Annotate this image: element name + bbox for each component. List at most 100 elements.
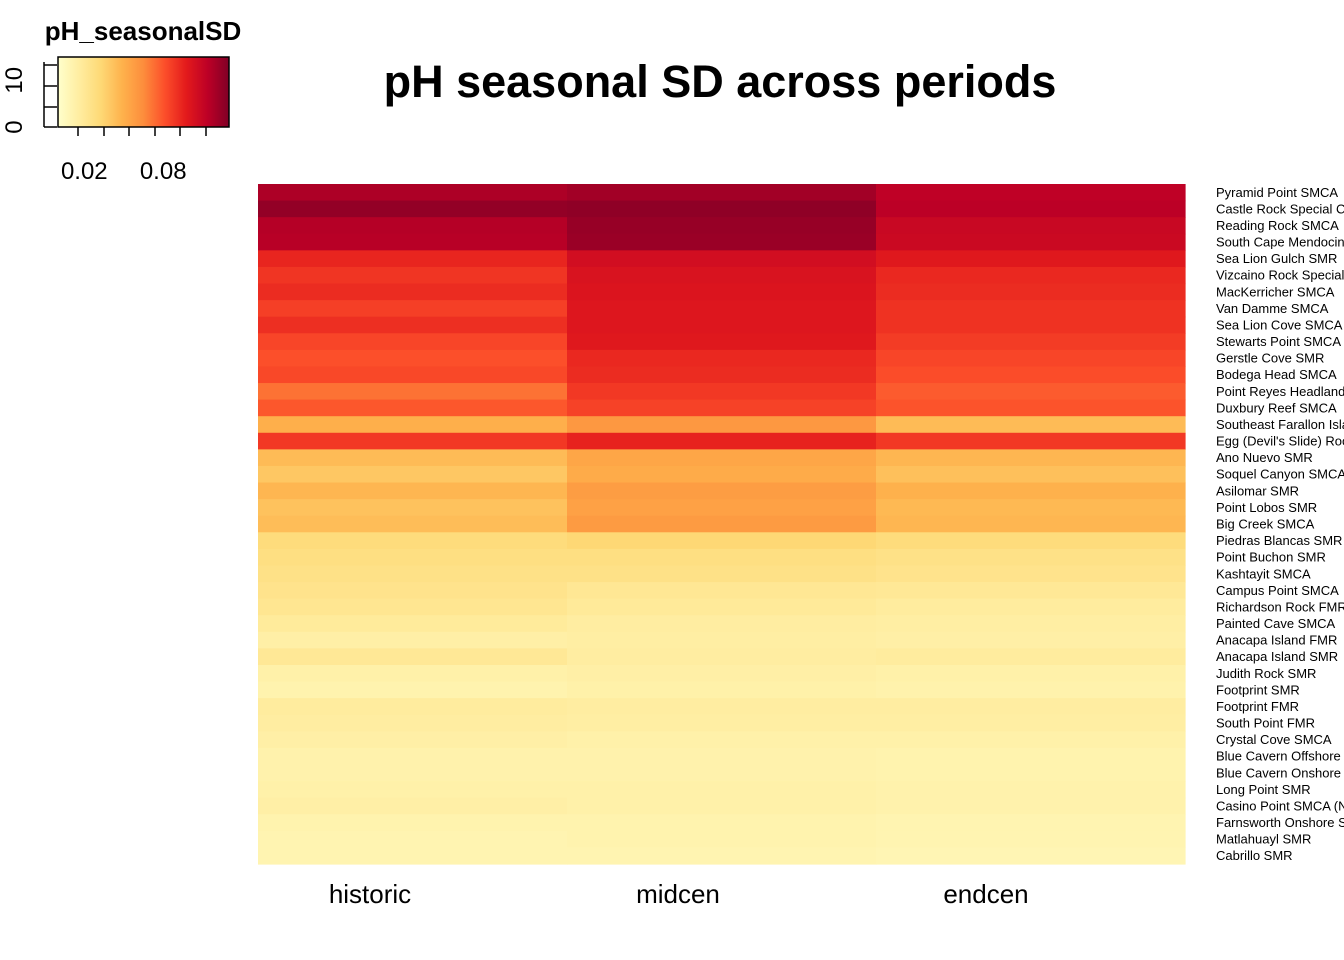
color-key-hist-label: 0 xyxy=(1,120,28,133)
heatmap-cell xyxy=(567,200,877,218)
color-key: 0.02 0.08 0 10 xyxy=(1,56,230,185)
heatmap-cell xyxy=(567,515,877,533)
heatmap-cell xyxy=(258,598,568,616)
heatmap-cell xyxy=(567,532,877,550)
heatmap-cell xyxy=(258,283,568,301)
heatmap-cell xyxy=(876,200,1186,218)
row-label: Soquel Canyon SMCA xyxy=(1216,467,1344,482)
row-label: Blue Cavern Onshore SMCA xyxy=(1216,765,1344,780)
heatmap-cell xyxy=(567,664,877,683)
heatmap-cell xyxy=(876,217,1186,235)
heatmap-cell xyxy=(876,747,1186,766)
heatmap-cell xyxy=(258,266,568,285)
heatmap-cell xyxy=(876,482,1186,500)
row-label: Vizcaino Rock Special Closure xyxy=(1216,268,1344,283)
heatmap-cell xyxy=(567,698,877,716)
heatmap-cell xyxy=(876,548,1186,567)
heatmap-cell xyxy=(876,416,1186,434)
heatmap-cell xyxy=(258,830,568,849)
heatmap-cell xyxy=(567,582,877,600)
heatmap-cell xyxy=(567,565,877,583)
heatmap-cell xyxy=(258,781,568,799)
heatmap-cell xyxy=(567,333,877,351)
color-key-bar xyxy=(57,56,230,128)
row-label: Footprint FMR xyxy=(1216,699,1299,714)
heatmap-cell xyxy=(258,731,568,749)
heatmap-cell xyxy=(258,399,568,417)
heatmap-cell xyxy=(258,847,568,865)
heatmap-cell xyxy=(876,714,1186,732)
heatmap-cell xyxy=(876,764,1186,782)
heatmap-cell xyxy=(258,300,568,318)
row-label: Footprint SMR xyxy=(1216,682,1300,697)
row-label: Point Reyes Headlands Special Closure xyxy=(1216,384,1344,399)
heatmap-cell xyxy=(876,283,1186,301)
row-label: Casino Point SMCA (No-Take) xyxy=(1216,798,1344,813)
heatmap-cell xyxy=(258,582,568,600)
heatmap-cell xyxy=(876,797,1186,815)
heatmap-cell xyxy=(876,648,1186,666)
heatmap-cell xyxy=(258,615,568,633)
row-label: Crystal Cove SMCA xyxy=(1216,732,1332,747)
heatmap-cell xyxy=(258,233,568,251)
heatmap-cell xyxy=(567,399,877,417)
heatmap-cell xyxy=(876,565,1186,583)
heatmap-cell xyxy=(258,316,568,334)
heatmap-cell xyxy=(258,548,568,567)
heatmap-cell xyxy=(258,797,568,815)
heatmap-cell xyxy=(567,681,877,699)
column-label: historic xyxy=(329,879,411,909)
heatmap-cell xyxy=(567,781,877,799)
heatmap-cell xyxy=(567,233,877,251)
heatmap-cell xyxy=(567,184,877,202)
heatmap-cell xyxy=(258,681,568,699)
row-label: Cabrillo SMR xyxy=(1216,848,1293,863)
heatmap-cell xyxy=(258,184,568,202)
heatmap-cell xyxy=(258,366,568,384)
row-label: Southeast Farallon Island SMR xyxy=(1216,417,1344,432)
heatmap-cell xyxy=(567,747,877,766)
heatmap-cell xyxy=(876,383,1186,401)
heatmap-cell xyxy=(876,233,1186,251)
row-label: Point Lobos SMR xyxy=(1216,500,1317,515)
row-label: South Point FMR xyxy=(1216,716,1315,731)
heatmap-cell xyxy=(876,532,1186,550)
row-label: Judith Rock SMR xyxy=(1216,666,1316,681)
heatmap-cell xyxy=(876,598,1186,616)
heatmap-cell xyxy=(567,482,877,500)
heatmap-cell xyxy=(567,366,877,384)
row-label: Painted Cave SMCA xyxy=(1216,616,1336,631)
heatmap-cell xyxy=(258,532,568,550)
column-label: midcen xyxy=(636,879,720,909)
row-label: Gerstle Cove SMR xyxy=(1216,351,1324,366)
heatmap-cell xyxy=(258,714,568,732)
heatmap-cell xyxy=(567,266,877,285)
row-label: Anacapa Island FMR xyxy=(1216,633,1337,648)
heatmap-cell xyxy=(258,482,568,500)
heatmap-cell xyxy=(876,681,1186,699)
heatmap-cell xyxy=(567,300,877,318)
heatmap-cell xyxy=(876,266,1186,285)
heatmap-cell xyxy=(258,432,568,450)
row-label: Pyramid Point SMCA xyxy=(1216,185,1338,200)
heatmap-cell xyxy=(258,747,568,766)
row-label: MacKerricher SMCA xyxy=(1216,284,1335,299)
row-label: Matlahuayl SMR xyxy=(1216,832,1311,847)
heatmap-cell xyxy=(258,333,568,351)
heatmap-cell xyxy=(567,714,877,732)
heatmap-cell xyxy=(567,598,877,616)
row-label: Ano Nuevo SMR xyxy=(1216,450,1313,465)
heatmap-cell xyxy=(258,664,568,683)
row-label: Piedras Blancas SMR xyxy=(1216,533,1342,548)
heatmap-cell xyxy=(876,399,1186,417)
heatmap-cell xyxy=(876,432,1186,450)
heatmap-cell xyxy=(567,830,877,849)
heatmap-cell xyxy=(258,449,568,467)
row-label: Point Buchon SMR xyxy=(1216,550,1326,565)
heatmap-cell xyxy=(876,366,1186,384)
heatmap-cell xyxy=(876,300,1186,318)
heatmap-cell xyxy=(567,316,877,334)
heatmap-cell xyxy=(567,797,877,815)
heatmap-cell xyxy=(567,615,877,633)
